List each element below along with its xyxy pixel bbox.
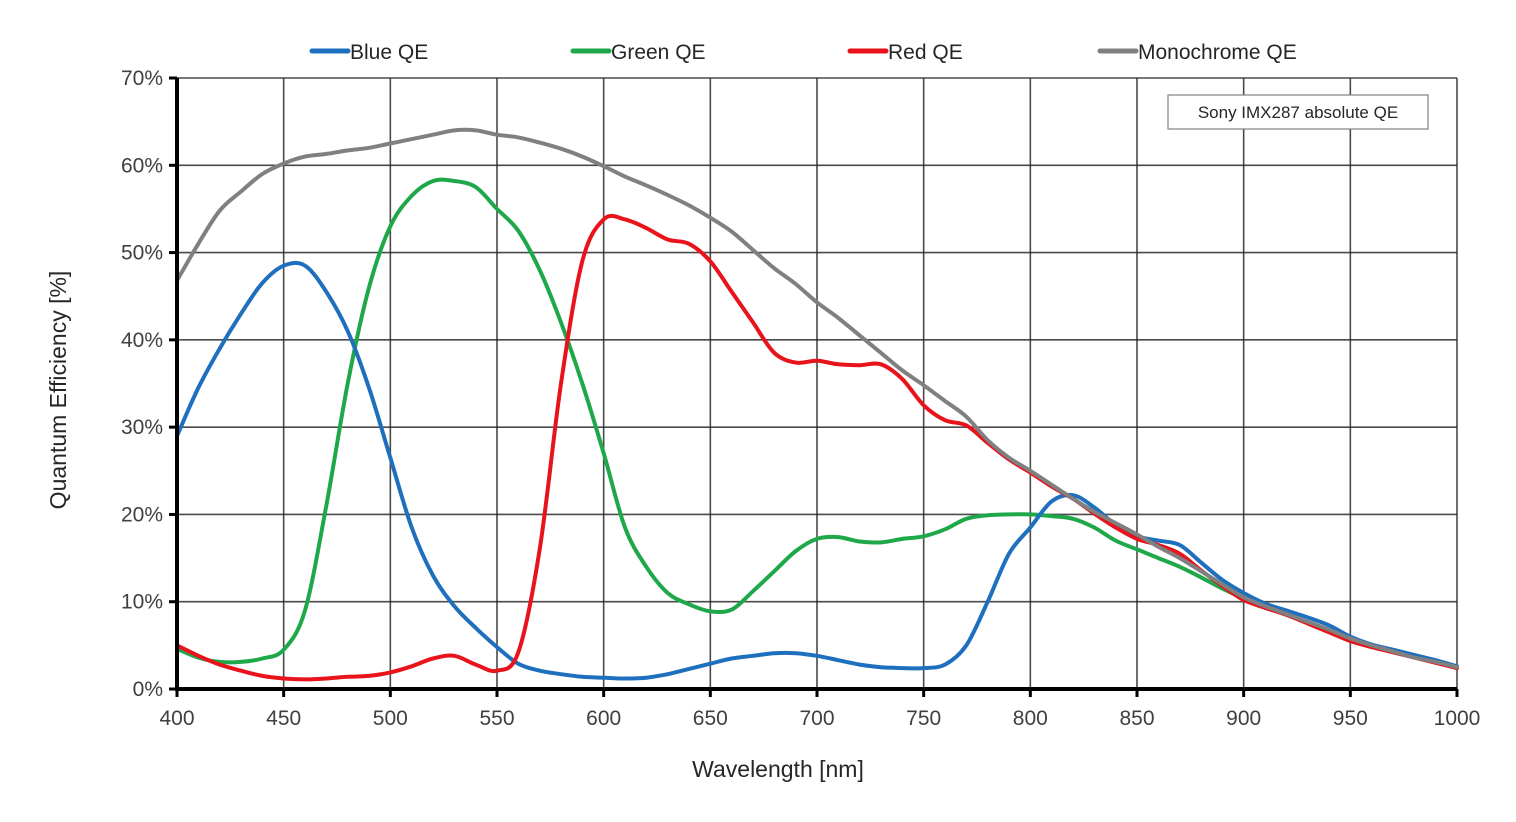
legend-label: Green QE (611, 41, 706, 64)
y-tick-label: 60% (121, 154, 163, 177)
x-tick-label: 600 (586, 707, 621, 730)
x-tick-label: 800 (1013, 707, 1048, 730)
annotation-text: Sony IMX287 absolute QE (1198, 103, 1398, 122)
legend-label: Monochrome QE (1138, 41, 1297, 64)
legend-item-monochrome-qe: Monochrome QE (1097, 41, 1297, 64)
series-line-monochrome-qe (175, 127, 1459, 670)
legend-item-green-qe: Green QE (570, 41, 706, 64)
x-tick-label: 850 (1119, 707, 1154, 730)
y-tick-label: 20% (121, 503, 163, 526)
x-axis-title: Wavelength [nm] (692, 756, 864, 782)
x-tick-label: 400 (159, 707, 194, 730)
tick-labels: 0% 10% 20% 30% 40% 50% 60% 70% 400 450 500 550 600 65… (121, 67, 1480, 730)
x-tick-label: 700 (799, 707, 834, 730)
y-tick-label: 40% (121, 329, 163, 352)
x-tick-label: 650 (693, 707, 728, 730)
x-tick-label: 900 (1226, 707, 1261, 730)
x-tick-label: 450 (266, 707, 301, 730)
annotation-frame (1167, 94, 1429, 130)
y-tick-label: 10% (121, 591, 163, 614)
legend: Blue QE Green QE Red QE Monochrome QE (309, 41, 1297, 64)
x-tick-label: 950 (1333, 707, 1368, 730)
annotation-box: Sony IMX287 absolute QE (1167, 94, 1429, 130)
series-line-blue-qe (175, 260, 1459, 681)
legend-item-red-qe: Red QE (847, 41, 963, 64)
y-axis-title: Quantum Efficiency [%] (45, 271, 71, 510)
legend-item-blue-qe: Blue QE (309, 41, 428, 64)
series-layer (175, 127, 1459, 682)
legend-label: Blue QE (350, 41, 428, 64)
x-tick-label: 500 (373, 707, 408, 730)
y-tick-label: 0% (133, 678, 163, 701)
x-tick-label: 550 (479, 707, 514, 730)
series-line-red-qe (175, 213, 1459, 682)
y-tick-label: 50% (121, 242, 163, 265)
y-tick-label: 30% (121, 416, 163, 439)
legend-label: Red QE (888, 41, 963, 64)
x-tick-label: 1000 (1434, 707, 1481, 730)
x-tick-label: 750 (906, 707, 941, 730)
y-tick-label: 70% (121, 67, 163, 90)
